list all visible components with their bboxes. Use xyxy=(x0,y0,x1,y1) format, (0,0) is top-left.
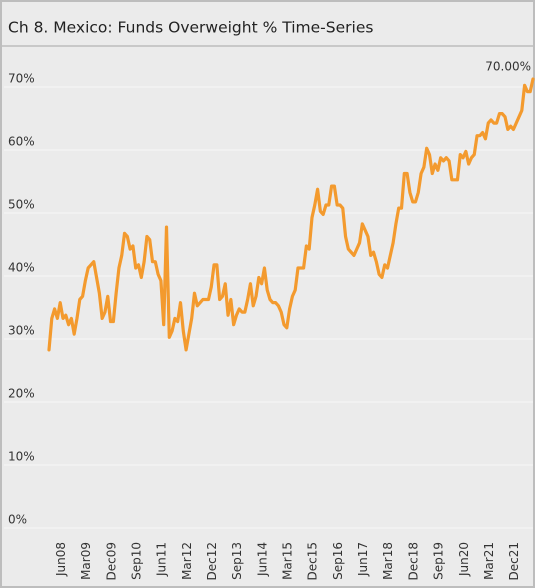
x-tick-label: Jun14 xyxy=(255,542,269,577)
x-tick-label: Mar12 xyxy=(180,542,194,580)
x-tick-label: Dec15 xyxy=(306,542,320,581)
y-tick-label: 40% xyxy=(8,261,35,275)
x-tick-label: Jun11 xyxy=(155,542,169,577)
x-tick-label: Sep19 xyxy=(432,542,446,580)
y-tick-label: 0% xyxy=(8,513,27,527)
y-tick-label: 20% xyxy=(8,387,35,401)
y-tick-label: 30% xyxy=(8,324,35,338)
x-tick-label: Jun08 xyxy=(54,542,68,577)
x-tick-label: Mar21 xyxy=(482,542,496,580)
line xyxy=(47,77,535,352)
y-tick-label: 60% xyxy=(8,135,35,149)
x-tick-label: Sep16 xyxy=(331,542,345,580)
x-tick-label: Jun17 xyxy=(356,542,370,577)
x-tick-label: Sep10 xyxy=(129,542,143,580)
chart-title: Ch 8. Mexico: Funds Overweight % Time-Se… xyxy=(8,19,373,37)
x-tick-label: Dec12 xyxy=(205,542,219,581)
y-tick-label: 50% xyxy=(8,198,35,212)
y-tick-label: 70% xyxy=(8,72,35,86)
x-tick-label: Mar18 xyxy=(381,542,395,580)
x-tick-label: Jun20 xyxy=(457,542,471,577)
x-tick-label: Mar15 xyxy=(281,542,295,580)
x-tick-label: Dec21 xyxy=(507,542,521,581)
x-tick-label: Mar09 xyxy=(79,542,93,580)
y-tick-label: 10% xyxy=(8,450,35,464)
x-tick-label: Sep13 xyxy=(230,542,244,580)
x-tick-label: Dec18 xyxy=(406,542,420,581)
x-tick-label: Dec09 xyxy=(104,542,118,581)
data-label: 70.00% xyxy=(485,60,531,74)
